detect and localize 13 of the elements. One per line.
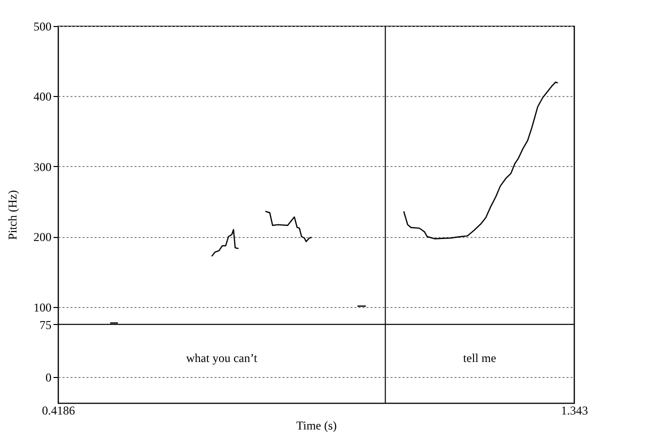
y-tick-label: 500 — [34, 20, 52, 34]
y-axis-title: Pitch (Hz) — [6, 190, 20, 240]
x-axis-title: Time (s) — [296, 418, 337, 432]
y-tick-label: 75 — [40, 318, 52, 332]
y-tick-label: 100 — [34, 300, 52, 314]
y-tick-label: 400 — [34, 90, 52, 104]
x-tick-label: 0.4186 — [42, 404, 75, 418]
annotation: what you can’t — [186, 351, 258, 366]
x-tick-label: 1.343 — [561, 404, 588, 418]
y-tick-label: 300 — [34, 160, 52, 174]
y-tick-label: 0 — [46, 370, 52, 385]
annotation: tell me — [463, 351, 496, 366]
y-tick-label: 200 — [34, 230, 52, 244]
